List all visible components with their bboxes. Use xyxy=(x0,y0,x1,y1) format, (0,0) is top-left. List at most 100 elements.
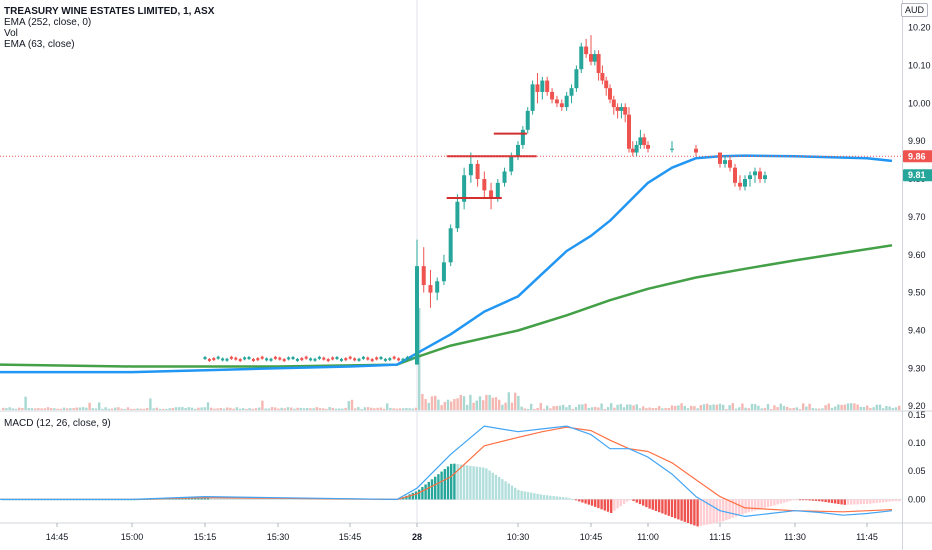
macd-histogram-bar xyxy=(498,477,501,500)
volume-bar xyxy=(651,408,654,410)
macd-histogram-bar xyxy=(235,498,238,500)
volume-bar xyxy=(117,407,120,410)
macd-histogram-bar xyxy=(635,499,638,503)
volume-bar xyxy=(104,407,107,410)
volume-bar xyxy=(347,401,350,410)
macd-histogram-bar xyxy=(530,492,533,500)
candle-body xyxy=(361,356,365,359)
volume-bar xyxy=(722,404,725,410)
volume-bar xyxy=(510,402,514,410)
macd-histogram-bar xyxy=(862,499,866,505)
time-tick-label: 28 xyxy=(412,532,422,542)
volume-bar xyxy=(533,408,536,410)
candle-body xyxy=(265,358,269,361)
macd-histogram-bar xyxy=(891,499,894,502)
macd-histogram-bar xyxy=(600,499,603,510)
volume-bar xyxy=(389,407,392,410)
volume-bar xyxy=(776,407,779,410)
price-tick-label: 9.70 xyxy=(908,212,926,222)
candle-body xyxy=(229,356,233,359)
macd-histogram-bar xyxy=(594,499,597,507)
macd-histogram-bar xyxy=(427,481,430,500)
macd-histogram-bar xyxy=(440,471,443,500)
candle-body xyxy=(260,356,264,359)
candle-body xyxy=(335,356,339,359)
volume-bar xyxy=(75,407,78,410)
volume-bar xyxy=(661,408,664,410)
macd-histogram-bar xyxy=(882,499,885,503)
macd-histogram-bar xyxy=(610,499,613,513)
macd-histogram-bar xyxy=(526,492,530,500)
macd-histogram-bar xyxy=(286,498,290,500)
price-tick-label: 9.90 xyxy=(908,136,926,146)
volume-bar xyxy=(830,407,834,410)
volume-bar xyxy=(424,399,427,410)
macd-histogram-bar xyxy=(757,499,760,510)
volume-bar xyxy=(683,405,686,410)
candle-body xyxy=(462,175,467,202)
volume-bar xyxy=(693,406,696,410)
volume-bar xyxy=(616,404,619,410)
volume-bar xyxy=(286,407,290,410)
volume-bar xyxy=(34,408,37,410)
candle-body xyxy=(309,358,313,361)
legend-ema-63: EMA (63, close) xyxy=(4,39,75,50)
macd-histogram-bar xyxy=(747,499,750,513)
macd-histogram-bar xyxy=(702,499,706,526)
macd-histogram-bar xyxy=(453,463,456,500)
volume-bar xyxy=(798,408,802,410)
macd-histogram-bar xyxy=(238,498,242,500)
macd-histogram-bar xyxy=(542,494,546,500)
volume-bar xyxy=(434,395,437,410)
volume-bar xyxy=(8,407,11,410)
candle-body xyxy=(415,266,419,365)
macd-histogram-bar xyxy=(686,499,690,524)
volume-bar xyxy=(158,408,162,410)
volume-bar xyxy=(834,406,837,410)
volume-bar xyxy=(59,408,62,410)
volume-bar xyxy=(805,406,808,410)
volume-bar xyxy=(565,407,568,410)
candle-body xyxy=(540,80,545,92)
macd-histogram-bar xyxy=(728,499,731,519)
candle-body xyxy=(758,171,762,180)
macd-histogram-bar xyxy=(280,498,283,500)
macd-histogram-bar xyxy=(421,487,424,500)
volume-bar xyxy=(731,403,734,410)
candle-body xyxy=(300,358,304,361)
candle-body xyxy=(509,156,514,172)
macd-histogram-bar xyxy=(869,499,872,504)
volume-bar xyxy=(312,408,315,410)
volume-bar xyxy=(334,408,338,410)
volume-bar xyxy=(718,403,722,410)
volume-bar xyxy=(267,408,270,410)
volume-bar xyxy=(763,408,766,410)
volume-bar xyxy=(2,407,5,410)
macd-histogram-bar xyxy=(645,499,648,508)
macd-histogram-bar xyxy=(725,499,728,521)
candle-body xyxy=(295,358,299,361)
macd-histogram-bar xyxy=(418,489,421,500)
currency-badge[interactable]: AUD xyxy=(900,3,928,17)
time-tick-label: 11:00 xyxy=(637,532,659,542)
volume-bar xyxy=(526,408,530,410)
macd-histogram-bar xyxy=(411,492,414,500)
macd-histogram-bar xyxy=(859,499,862,505)
macd-histogram-bar xyxy=(574,499,578,501)
volume-bar xyxy=(728,405,731,410)
time-tick-label: 11:45 xyxy=(856,532,878,542)
volume-bar xyxy=(338,408,341,410)
macd-histogram-bar xyxy=(811,499,814,501)
volume-bar xyxy=(78,407,82,410)
macd-histogram-bar xyxy=(206,497,210,500)
macd-histogram-bar xyxy=(181,498,184,500)
volume-bar xyxy=(315,407,318,410)
price-tick-label: 10.10 xyxy=(908,60,931,70)
volume-bar xyxy=(274,407,277,410)
macd-histogram-bar xyxy=(488,470,491,500)
macd-histogram-bar xyxy=(696,499,699,527)
volume-bar xyxy=(238,408,242,410)
volume-bar xyxy=(197,407,200,410)
candle-body xyxy=(646,144,650,149)
